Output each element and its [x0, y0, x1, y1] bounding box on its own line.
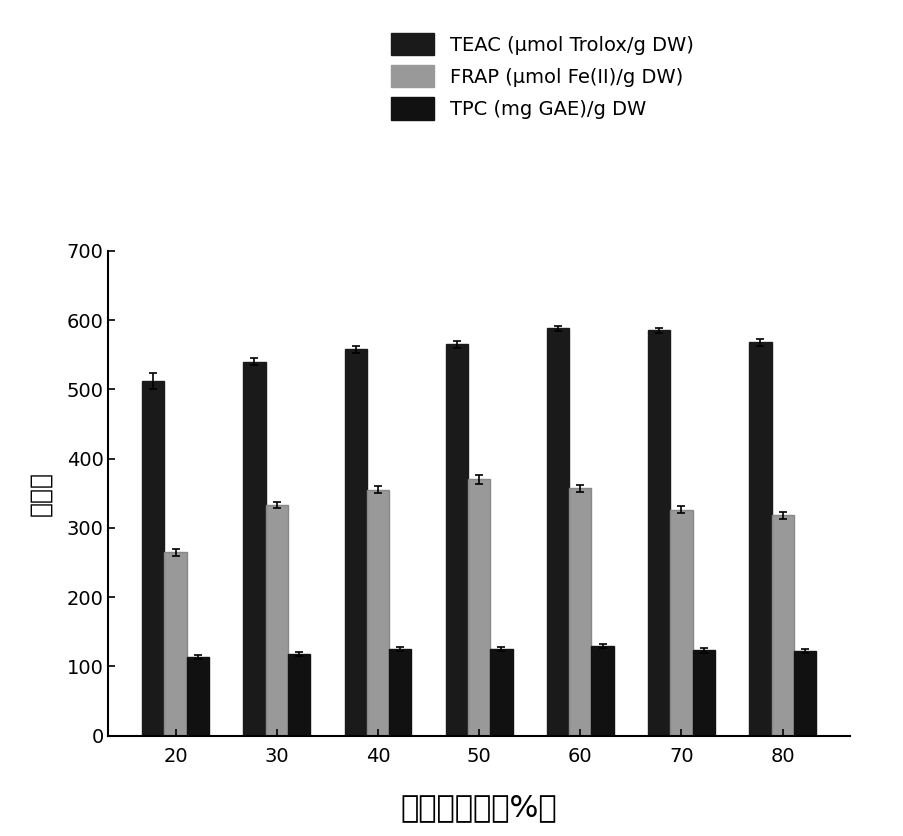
Bar — [749, 342, 770, 736]
Bar — [770, 516, 793, 736]
Bar — [187, 657, 209, 736]
Bar — [445, 344, 468, 736]
X-axis label: 乙醇浓度　（%）: 乙醇浓度 （%） — [400, 793, 557, 823]
Bar — [142, 381, 164, 736]
Bar — [344, 349, 367, 736]
Bar — [647, 330, 670, 736]
Bar — [793, 651, 815, 736]
Bar — [265, 505, 287, 736]
Bar — [164, 552, 187, 736]
Bar — [591, 645, 613, 736]
Bar — [692, 650, 714, 736]
Bar — [388, 649, 411, 736]
Y-axis label: 响应値: 响应値 — [29, 471, 52, 516]
Bar — [489, 649, 512, 736]
Legend: TEAC (μmol Trolox/g DW), FRAP (μmol Fe(II)/g DW), TPC (mg GAE)/g DW: TEAC (μmol Trolox/g DW), FRAP (μmol Fe(I… — [383, 25, 701, 127]
Bar — [468, 479, 489, 736]
Bar — [243, 362, 265, 736]
Bar — [670, 510, 692, 736]
Bar — [367, 490, 388, 736]
Bar — [546, 329, 569, 736]
Bar — [569, 488, 591, 736]
Bar — [287, 654, 310, 736]
